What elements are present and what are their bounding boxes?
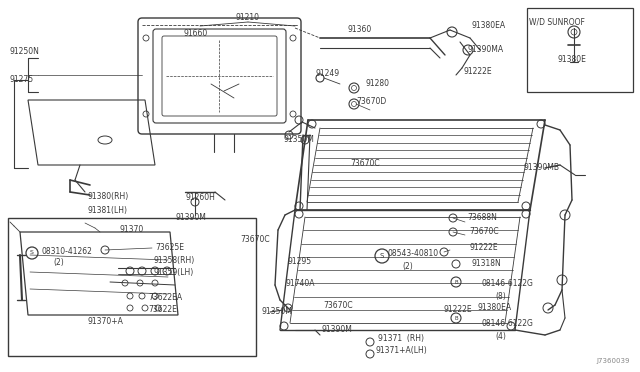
Text: 91390M: 91390M [321,326,352,334]
Text: 91350M: 91350M [262,307,293,315]
Text: 91249: 91249 [316,70,340,78]
Text: (4): (4) [495,333,506,341]
Text: 91740A: 91740A [285,279,314,289]
Text: 91350M: 91350M [283,135,314,144]
Bar [527,8,633,92]
Text: 91380(RH): 91380(RH) [88,192,129,201]
Text: W/D SUNROOF: W/D SUNROOF [529,17,585,26]
Text: B: B [454,315,458,321]
Text: 73670C: 73670C [350,158,380,167]
Text: 73688N: 73688N [467,214,497,222]
Text: 91280: 91280 [365,80,389,89]
Text: 91390MA: 91390MA [468,45,504,55]
Text: 91371+A(LH): 91371+A(LH) [376,346,428,355]
Text: 91295: 91295 [287,257,311,266]
Text: 91275: 91275 [10,76,34,84]
Text: 91380EA: 91380EA [472,22,506,31]
Text: 73622EA: 73622EA [148,292,182,301]
Text: 73625E: 73625E [155,244,184,253]
Text: 08310-41262: 08310-41262 [42,247,93,257]
Text: 73670D: 73670D [356,96,387,106]
Text: 91210: 91210 [236,13,260,22]
Text: 91359(LH): 91359(LH) [153,267,193,276]
Text: 91360: 91360 [347,26,371,35]
Text: 91371  (RH): 91371 (RH) [378,334,424,343]
Text: B: B [454,279,458,285]
Text: 91318N: 91318N [471,259,500,267]
Text: 91390MB: 91390MB [524,164,560,173]
Text: 91222E: 91222E [464,67,493,77]
Text: 73670C: 73670C [240,235,269,244]
Text: 91370+A: 91370+A [88,317,124,327]
Text: J7360039: J7360039 [596,358,630,364]
Text: 91358(RH): 91358(RH) [153,256,195,264]
Text: 73670C: 73670C [469,228,499,237]
Text: 91381(LH): 91381(LH) [88,205,128,215]
Text: 91222E: 91222E [469,244,498,253]
Text: 08146-6122G: 08146-6122G [481,320,533,328]
Text: (8): (8) [495,292,506,301]
Text: 73622E: 73622E [148,305,177,314]
Text: 91380E: 91380E [557,55,586,64]
Text: 91660: 91660 [183,29,207,38]
Text: 91370: 91370 [120,224,144,234]
Text: 91250N: 91250N [10,48,40,57]
Text: 91260H: 91260H [185,192,215,202]
Text: 91222E: 91222E [444,305,472,314]
Text: S: S [380,253,384,259]
Text: 08543-40810: 08543-40810 [388,250,439,259]
Bar [8,218,256,356]
Text: 73670C: 73670C [323,301,353,310]
Text: (2): (2) [53,259,64,267]
Text: 08146-6122G: 08146-6122G [481,279,533,289]
Text: 91390M: 91390M [175,214,206,222]
Text: 91380EA: 91380EA [477,304,511,312]
Text: (2): (2) [402,263,413,272]
Text: S: S [30,250,34,256]
